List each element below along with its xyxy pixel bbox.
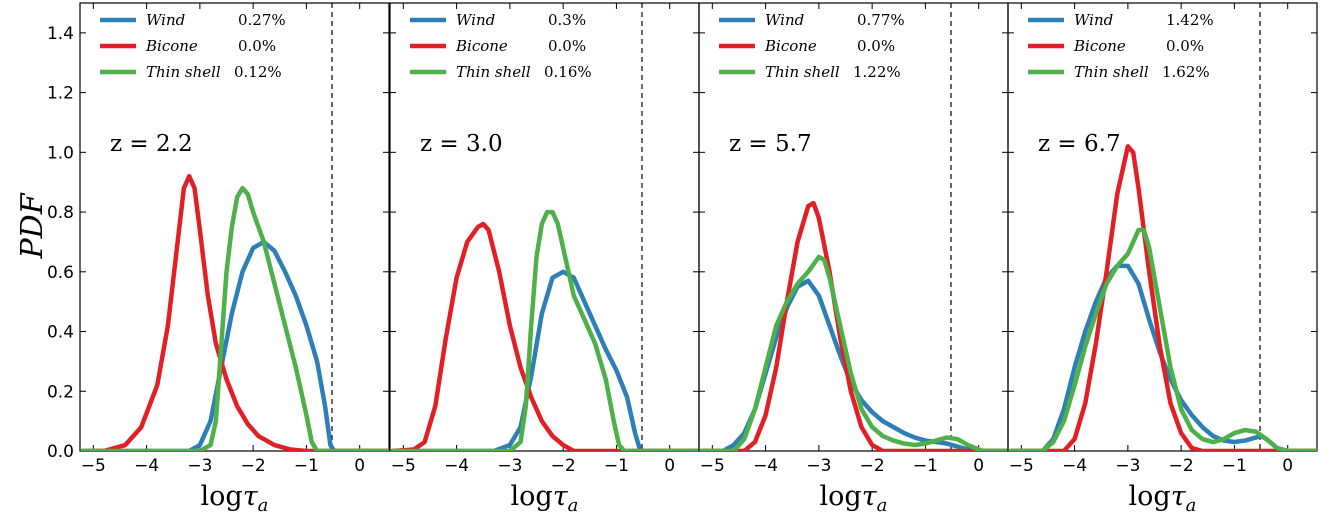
x-tick-label: −5 <box>1009 456 1034 476</box>
x-tick-label: −1 <box>1222 456 1247 476</box>
x-tick-label: −3 <box>1115 456 1140 476</box>
plot-frame <box>79 2 390 452</box>
legend-label-bicone: Bicone <box>455 37 508 55</box>
redshift-label: z = 2.2 <box>110 131 193 157</box>
legend-value-wind: 0.77% <box>857 11 905 29</box>
legend-label-thin-shell: Thin shell <box>1074 63 1149 81</box>
x-tick-label: −2 <box>860 456 885 476</box>
y-tick-label: 0.0 <box>47 442 74 462</box>
x-tick-label: −1 <box>294 456 319 476</box>
series-wind-line <box>80 239 389 451</box>
panels-layer: −5 −4 −3 −2 −1 0 0.0 0.2 0.4 0.6 0.8 1.0 1.2 1.4 Wind 0… <box>47 2 1318 516</box>
panel-4: −5 −4 −3 −2 −1 0 Wind 1.42% Bicone 0.0% Thin shell… <box>1007 2 1318 516</box>
legend-label-thin-shell: Thin shell <box>456 63 531 81</box>
y-tick-label: 0.8 <box>47 203 74 223</box>
x-tick-label: 0 <box>664 456 675 476</box>
y-tick-label: 1.4 <box>47 24 74 44</box>
x-tick-label: −3 <box>187 456 212 476</box>
series-thin-shell-line <box>699 254 1008 451</box>
panel-2: −5 −4 −3 −2 −1 0 Wind 0.3% Bicone 0.0% Thin shell 0… <box>389 2 700 516</box>
x-tick-label: −4 <box>134 456 159 476</box>
x-tick-label: 0 <box>973 456 984 476</box>
x-tick-label: −5 <box>700 456 725 476</box>
series-bicone-line <box>1008 144 1317 451</box>
series-thin-shell-line <box>80 185 389 451</box>
legend-label-bicone: Bicone <box>764 37 817 55</box>
x-tick-label: −4 <box>444 456 469 476</box>
legend-value-wind: 0.27% <box>238 11 286 29</box>
series-bicone-line <box>80 173 389 451</box>
y-tick-label: 0.6 <box>47 263 74 283</box>
y-axis-title: PDF <box>15 192 50 259</box>
series-thin-shell-line <box>1008 227 1317 451</box>
x-axis-title: logτa <box>1129 481 1197 516</box>
legend-value-bicone: 0.0% <box>1166 37 1204 55</box>
legend-value-thin-shell: 1.22% <box>853 63 901 81</box>
legend-value-bicone: 0.0% <box>238 37 276 55</box>
redshift-label: z = 6.7 <box>1038 131 1121 157</box>
panel-1: −5 −4 −3 −2 −1 0 0.0 0.2 0.4 0.6 0.8 1.0 1.2 1.4 Wind 0… <box>47 2 390 516</box>
legend-value-thin-shell: 0.16% <box>544 63 592 81</box>
x-tick-label: −3 <box>497 456 522 476</box>
legend-label-bicone: Bicone <box>145 37 198 55</box>
x-axis-title: logτa <box>511 481 579 516</box>
series-wind-line <box>390 269 699 451</box>
x-tick-label: −3 <box>806 456 831 476</box>
panel-3: −5 −4 −3 −2 −1 0 Wind 0.77% Bicone 0.0% Thin shell… <box>698 2 1009 516</box>
legend-label-wind: Wind <box>456 11 495 29</box>
legend-label-wind: Wind <box>146 11 185 29</box>
x-axis-title: logτa <box>820 481 888 516</box>
legend-value-wind: 0.3% <box>548 11 586 29</box>
y-tick-label: 0.4 <box>47 323 74 343</box>
legend-label-wind: Wind <box>765 11 804 29</box>
legend-value-thin-shell: 0.12% <box>234 63 282 81</box>
legend-label-thin-shell: Thin shell <box>146 63 221 81</box>
x-tick-label: −2 <box>1169 456 1194 476</box>
x-tick-label: −1 <box>604 456 629 476</box>
x-tick-label: −5 <box>81 456 106 476</box>
redshift-label: z = 5.7 <box>729 131 812 157</box>
legend-label-wind: Wind <box>1074 11 1113 29</box>
series-thin-shell-line <box>390 209 699 451</box>
x-tick-label: −4 <box>1062 456 1087 476</box>
x-tick-label: −2 <box>551 456 576 476</box>
x-tick-label: 0 <box>1282 456 1293 476</box>
x-tick-label: 0 <box>354 456 365 476</box>
x-tick-label: −1 <box>913 456 938 476</box>
x-axis-title: logτa <box>201 481 269 516</box>
legend-value-wind: 1.42% <box>1166 11 1214 29</box>
legend-value-bicone: 0.0% <box>857 37 895 55</box>
y-tick-label: 0.2 <box>47 382 74 402</box>
x-tick-label: −4 <box>753 456 778 476</box>
legend-value-bicone: 0.0% <box>548 37 586 55</box>
legend-value-thin-shell: 1.62% <box>1162 63 1210 81</box>
series-bicone-line <box>390 221 699 451</box>
y-tick-label: 1.0 <box>47 143 74 163</box>
plot-frame <box>1007 2 1318 452</box>
legend-label-thin-shell: Thin shell <box>765 63 840 81</box>
x-tick-label: −5 <box>391 456 416 476</box>
legend-label-bicone: Bicone <box>1073 37 1126 55</box>
y-tick-label: 1.2 <box>47 84 74 104</box>
series-bicone-line <box>699 200 1008 451</box>
x-tick-label: −2 <box>241 456 266 476</box>
redshift-label: z = 3.0 <box>420 131 503 157</box>
